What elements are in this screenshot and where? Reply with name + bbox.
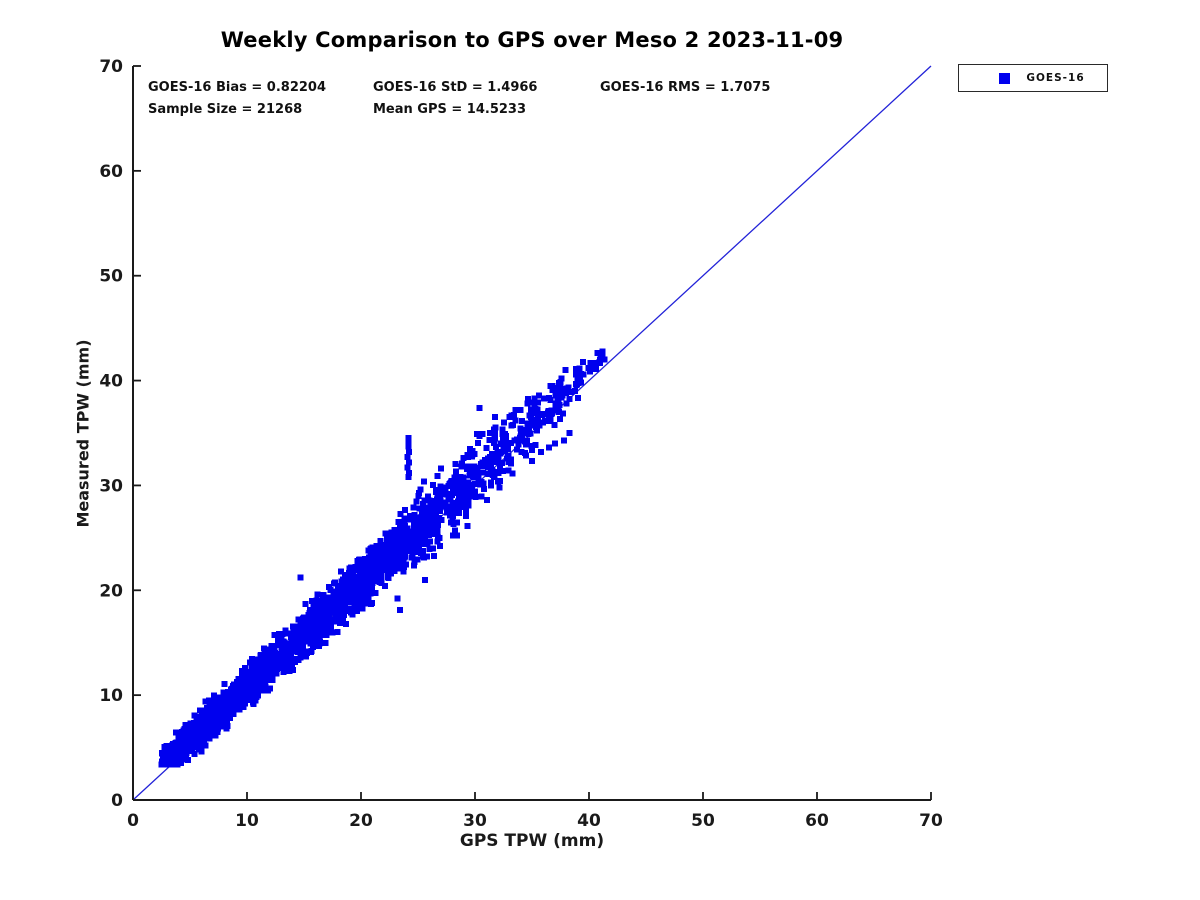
y-axis-label: Measured TPW (mm) bbox=[73, 339, 93, 528]
svg-text:30: 30 bbox=[463, 811, 487, 831]
stat-sample-size: Sample Size = 21268 bbox=[148, 102, 303, 117]
scatter-points-goes16 bbox=[158, 348, 608, 768]
stat-mean-gps: Mean GPS = 14.5233 bbox=[373, 102, 527, 117]
svg-text:70: 70 bbox=[99, 57, 123, 77]
svg-text:0: 0 bbox=[127, 811, 139, 831]
legend-label: GOES-16 bbox=[1026, 72, 1085, 84]
svg-text:10: 10 bbox=[99, 686, 123, 706]
svg-text:30: 30 bbox=[99, 476, 123, 496]
x-axis-label: GPS TPW (mm) bbox=[459, 831, 605, 851]
svg-text:40: 40 bbox=[99, 372, 123, 392]
svg-text:20: 20 bbox=[99, 581, 123, 601]
svg-text:0: 0 bbox=[111, 791, 123, 811]
stat-bias: GOES-16 Bias = 0.82204 bbox=[148, 80, 327, 95]
svg-text:50: 50 bbox=[691, 811, 715, 831]
tick-labels: 0 10 20 30 40 50 60 70 0 10 20 30 40 50 60 70 bbox=[99, 57, 943, 831]
stat-rms: GOES-16 RMS = 1.7075 bbox=[600, 80, 771, 95]
legend-marker-square-icon bbox=[999, 72, 1010, 84]
svg-text:70: 70 bbox=[919, 811, 943, 831]
svg-text:40: 40 bbox=[577, 811, 601, 831]
chart-title: Weekly Comparison to GPS over Meso 2 202… bbox=[220, 28, 844, 52]
axes bbox=[132, 65, 932, 801]
svg-text:60: 60 bbox=[99, 162, 123, 182]
svg-text:10: 10 bbox=[235, 811, 259, 831]
svg-text:50: 50 bbox=[99, 267, 123, 287]
stat-std: GOES-16 StD = 1.4966 bbox=[373, 80, 538, 95]
svg-text:60: 60 bbox=[805, 811, 829, 831]
svg-text:20: 20 bbox=[349, 811, 373, 831]
legend: GOES-16 bbox=[958, 64, 1108, 92]
